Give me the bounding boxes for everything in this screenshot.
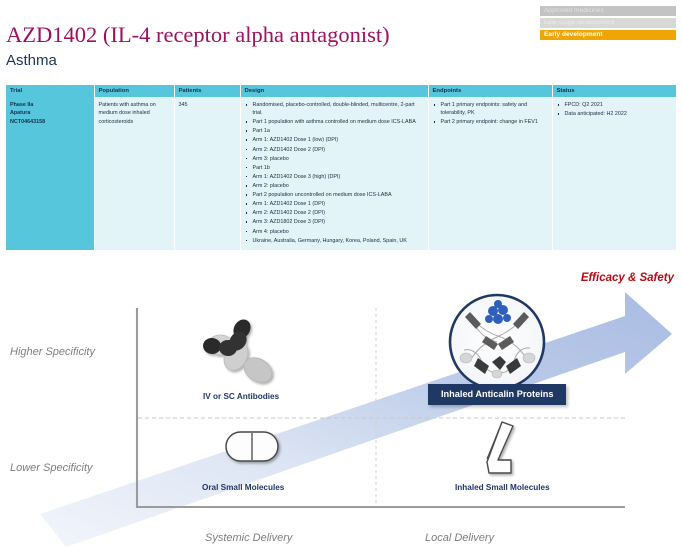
list-item: Randomised, placebo-controlled, double-b… xyxy=(245,101,424,117)
list-item: Arm 1: AZD1402 Dose 1 (low) (DPI) xyxy=(245,136,424,144)
axis-label-local-delivery: Local Delivery xyxy=(425,532,495,544)
list-item: Arm 4: placebo xyxy=(245,228,424,236)
table-row: Phase IIa Apatura NCT04643158 Patients w… xyxy=(6,97,676,250)
modality-caption-anticalin-proteins: Inhaled Anticalin Proteins xyxy=(428,384,567,405)
list-item: Part 2 population uncontrolled on medium… xyxy=(245,191,424,199)
positioning-quadrant-diagram: Higher Specificity Lower Specificity Sys… xyxy=(0,262,682,556)
column-header-population: Population xyxy=(94,85,175,97)
legend-item-early-development[interactable]: Early development xyxy=(540,30,676,40)
list-item: Arm 2: AZD1402 Dose 2 (DPI) xyxy=(245,146,424,154)
list-item: FPCD: Q2 2021 xyxy=(557,101,673,109)
modality-caption-antibodies: IV or SC Antibodies xyxy=(203,392,280,401)
diagram-canvas xyxy=(40,292,672,547)
list-item: Arm 3: placebo xyxy=(245,155,424,163)
trial-study-name: Apatura xyxy=(10,110,31,117)
clinical-trial-table: Trial Population Patients Design Endpoin… xyxy=(6,85,676,250)
antibody-icon xyxy=(203,319,273,383)
endpoints-bullet-list: Part 1 primary endpoints: safety and tol… xyxy=(433,101,548,126)
axis-label-systemic-delivery: Systemic Delivery xyxy=(205,532,293,544)
development-stage-legend: Approved medicines Late-stage developmen… xyxy=(540,6,676,42)
cell-patients: 345 xyxy=(174,97,241,250)
legend-item-late-stage-development[interactable]: Late-stage development xyxy=(540,18,676,28)
cell-endpoints: Part 1 primary endpoints: safety and tol… xyxy=(428,97,553,250)
list-item: Part 2 primary endpoint: change in FEV1 xyxy=(433,118,548,126)
list-item: Arm 1: AZD1402 Dose 1 (DPI) xyxy=(245,200,424,208)
trial-registry-id[interactable]: NCT04643158 xyxy=(10,118,46,125)
indication-subtitle: Asthma xyxy=(6,52,57,69)
legend-item-approved-medicines[interactable]: Approved medicines xyxy=(540,6,676,16)
inhaler-icon xyxy=(486,421,514,474)
list-item: Ukraine, Australia, Germany, Hungary, Ko… xyxy=(245,237,424,245)
list-item: Arm 2: placebo xyxy=(245,182,424,190)
cell-population: Patients with asthma on medium dose inha… xyxy=(94,97,175,250)
diagram-axes xyxy=(135,308,625,509)
cell-design: Randomised, placebo-controlled, double-b… xyxy=(240,97,429,250)
cell-status: FPCD: Q2 2021 Data anticipated: H2 2022 xyxy=(552,97,676,250)
page-title: AZD1402 (IL-4 receptor alpha antagonist) xyxy=(6,22,390,47)
arrow-label-efficacy-safety: Efficacy & Safety xyxy=(580,272,674,284)
list-item: Part 1a xyxy=(245,127,424,135)
list-item: Arm 2: AZD1402 Dose 2 (DPI) xyxy=(245,209,424,217)
status-bullet-list: FPCD: Q2 2021 Data anticipated: H2 2022 xyxy=(557,101,673,118)
column-header-endpoints: Endpoints xyxy=(428,85,553,97)
anticalin-protein-icon xyxy=(448,293,546,391)
slide-header: AZD1402 (IL-4 receptor alpha antagonist)… xyxy=(0,0,682,80)
list-item: Data anticipated: H2 2022 xyxy=(557,110,673,118)
column-header-status: Status xyxy=(552,85,676,97)
list-item: Arm 1: AZD1402 Dose 3 (high) (DPI) xyxy=(245,173,424,181)
column-header-patients: Patients xyxy=(174,85,241,97)
column-header-trial: Trial xyxy=(6,85,95,97)
column-header-design: Design xyxy=(240,85,429,97)
design-bullet-list: Randomised, placebo-controlled, double-b… xyxy=(245,101,424,245)
list-item: Part 1 primary endpoints: safety and tol… xyxy=(433,101,548,117)
trial-phase: Phase IIa xyxy=(10,102,34,108)
list-item: Part 1b xyxy=(245,164,424,172)
axis-label-higher-specificity: Higher Specificity xyxy=(10,346,95,358)
list-item: Arm 3: AZD1802 Dose 3 (DPI) xyxy=(245,218,424,226)
modality-caption-inhaled-small-molecules: Inhaled Small Molecules xyxy=(455,483,550,492)
cell-trial: Phase IIa Apatura NCT04643158 xyxy=(6,97,95,250)
list-item: Part 1 population with asthma controlled… xyxy=(245,118,424,126)
table-header-row: Trial Population Patients Design Endpoin… xyxy=(6,85,676,97)
efficacy-safety-arrow xyxy=(40,292,672,547)
modality-caption-oral-small-molecules: Oral Small Molecules xyxy=(202,483,285,492)
capsule-pill-icon xyxy=(225,431,279,462)
axis-label-lower-specificity: Lower Specificity xyxy=(10,462,93,474)
